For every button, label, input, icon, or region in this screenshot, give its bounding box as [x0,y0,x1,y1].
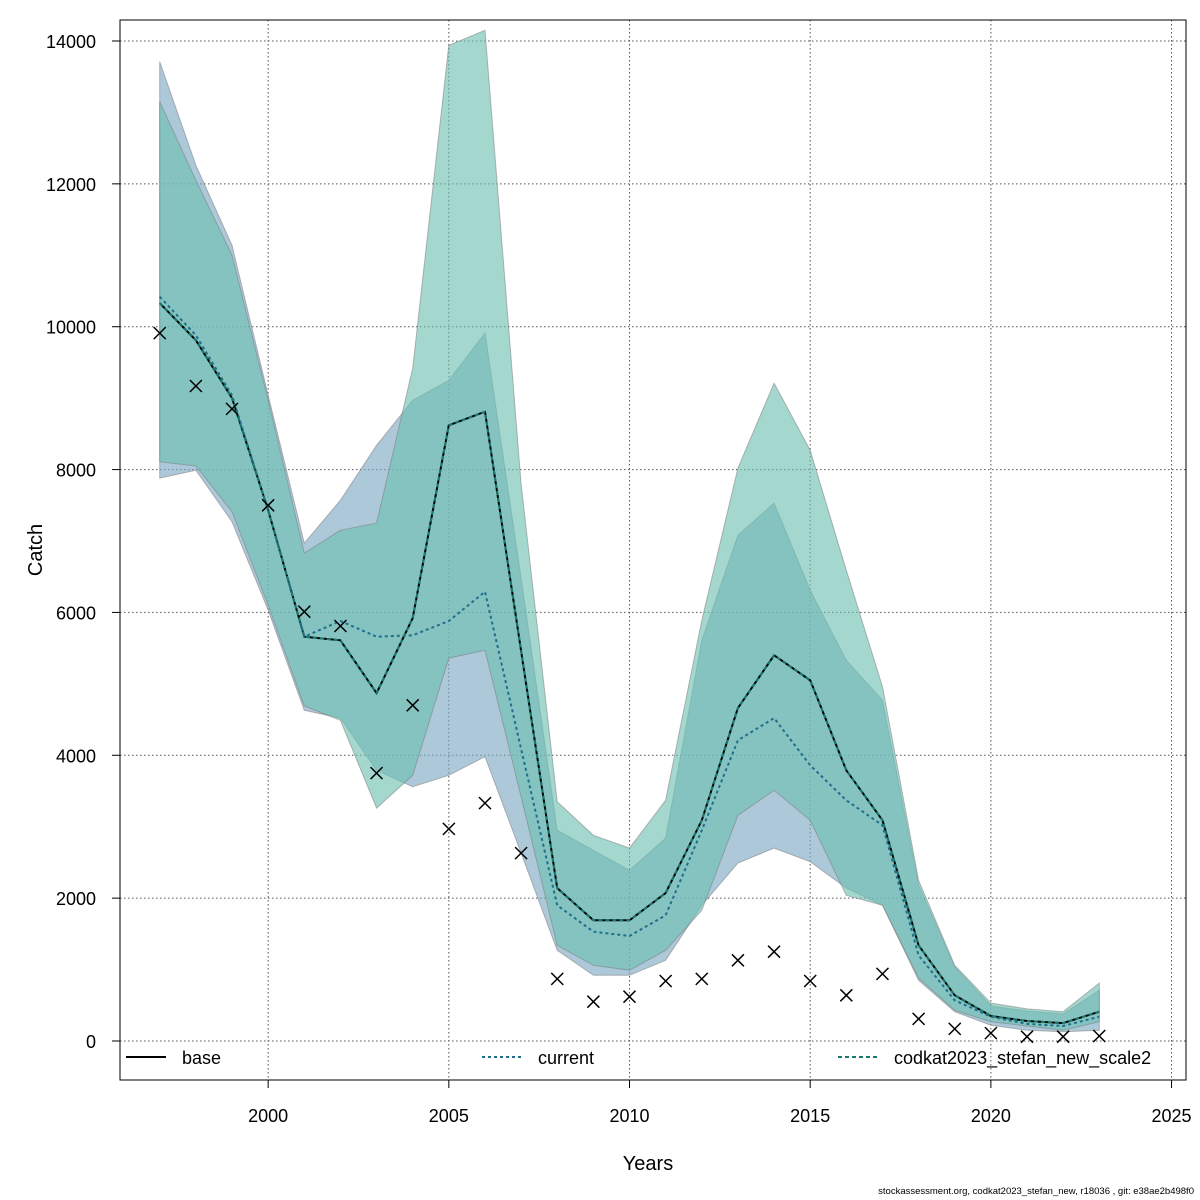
legend-item-codkat2023_stefan_new_scale2: codkat2023_stefan_new_scale2 [838,1048,1151,1069]
confidence-bands [159,29,1100,1033]
legend: base current codkat2023_stefan_new_scale2 [126,1048,1151,1069]
observed-point [261,498,275,512]
grid [120,20,1186,1080]
observed-point [297,605,311,619]
cross-stroke [912,1012,926,1026]
cross-stroke [297,605,311,619]
x-tick-label: 2015 [790,1106,830,1126]
x-tick-label: 2025 [1152,1106,1192,1126]
y-tick-label: 8000 [56,461,96,481]
observed-point [695,972,709,986]
series-lines [158,296,1100,1028]
cross-stroke [1020,1030,1034,1044]
y-tick-label: 12000 [46,175,96,195]
footer-credit: stockassessment.org, codkat2023_stefan_n… [878,1186,1194,1197]
observed-point [1020,1030,1034,1044]
observed-point [803,974,817,988]
observed-point [189,379,203,393]
cross-stroke [984,1026,998,1040]
legend-item-current: current [482,1048,594,1068]
line-codkat2023_stefan_new_scale2 [158,302,1100,1025]
cross-stroke [767,945,781,959]
observed-point [370,766,384,780]
cross-stroke [406,698,420,712]
cross-stroke [839,988,853,1002]
observed-point [984,1026,998,1040]
cross-stroke [875,967,889,981]
observed-point [586,995,600,1009]
y-tick-label: 0 [86,1032,96,1052]
cross-stroke [1092,1029,1106,1043]
observed-point [153,326,167,340]
y-tick-label: 14000 [46,32,96,52]
legend-label: base [182,1048,221,1068]
cross-stroke [550,972,564,986]
observed-point [839,988,853,1002]
legend-label: codkat2023_stefan_new_scale2 [894,1048,1151,1069]
cross-stroke [333,619,347,633]
observed-point [1056,1030,1070,1044]
x-axis-label: Years [623,1153,673,1175]
observed-point [1092,1029,1106,1043]
observed-point [442,822,456,836]
y-axis: 0 2000 4000 6000 8000 10000 12000 14000 [46,32,120,1052]
observed-point [622,990,637,1004]
cross-stroke [803,974,817,988]
cross-stroke [1056,1030,1070,1044]
cross-stroke [586,995,600,1009]
observed-point [550,972,564,986]
cross-stroke [731,953,745,967]
x-tick-label: 2005 [429,1106,469,1126]
legend-label: current [538,1048,594,1068]
observed-point [912,1012,926,1026]
observed-point [731,953,745,967]
cross-stroke [370,766,384,780]
cross-stroke [514,846,528,860]
y-tick-label: 6000 [56,603,96,623]
observed-point [659,974,673,988]
observed-points [153,326,1106,1044]
y-tick-label: 2000 [56,889,96,909]
y-tick-label: 4000 [56,746,96,766]
x-axis: 2000 2005 2010 2015 2020 2025 [248,1080,1192,1126]
observed-point [225,402,239,416]
cross-stroke [695,972,709,986]
cross-stroke [622,990,637,1004]
x-tick-label: 2000 [248,1106,288,1126]
observed-point [478,796,492,810]
cross-stroke [225,402,239,416]
observed-point [875,967,889,981]
cross-stroke [948,1022,962,1036]
observed-point [948,1022,962,1036]
cross-stroke [478,796,492,810]
line-current [158,296,1100,1028]
cross-stroke [659,974,673,988]
y-tick-label: 10000 [46,318,96,338]
observed-point [333,619,347,633]
x-tick-label: 2010 [609,1106,649,1126]
cross-stroke [442,822,456,836]
cross-stroke [153,326,167,340]
x-tick-label: 2020 [971,1106,1011,1126]
cross-stroke [189,379,203,393]
y-axis-label: Catch [25,524,47,576]
band-codkat2023_stefan_new_scale2 [159,29,1100,1031]
legend-item-base: base [126,1048,221,1068]
observed-point [514,846,528,860]
cross-stroke [261,498,275,512]
observed-point [767,945,781,959]
observed-point [406,698,420,712]
plot-frame [119,19,1187,1081]
